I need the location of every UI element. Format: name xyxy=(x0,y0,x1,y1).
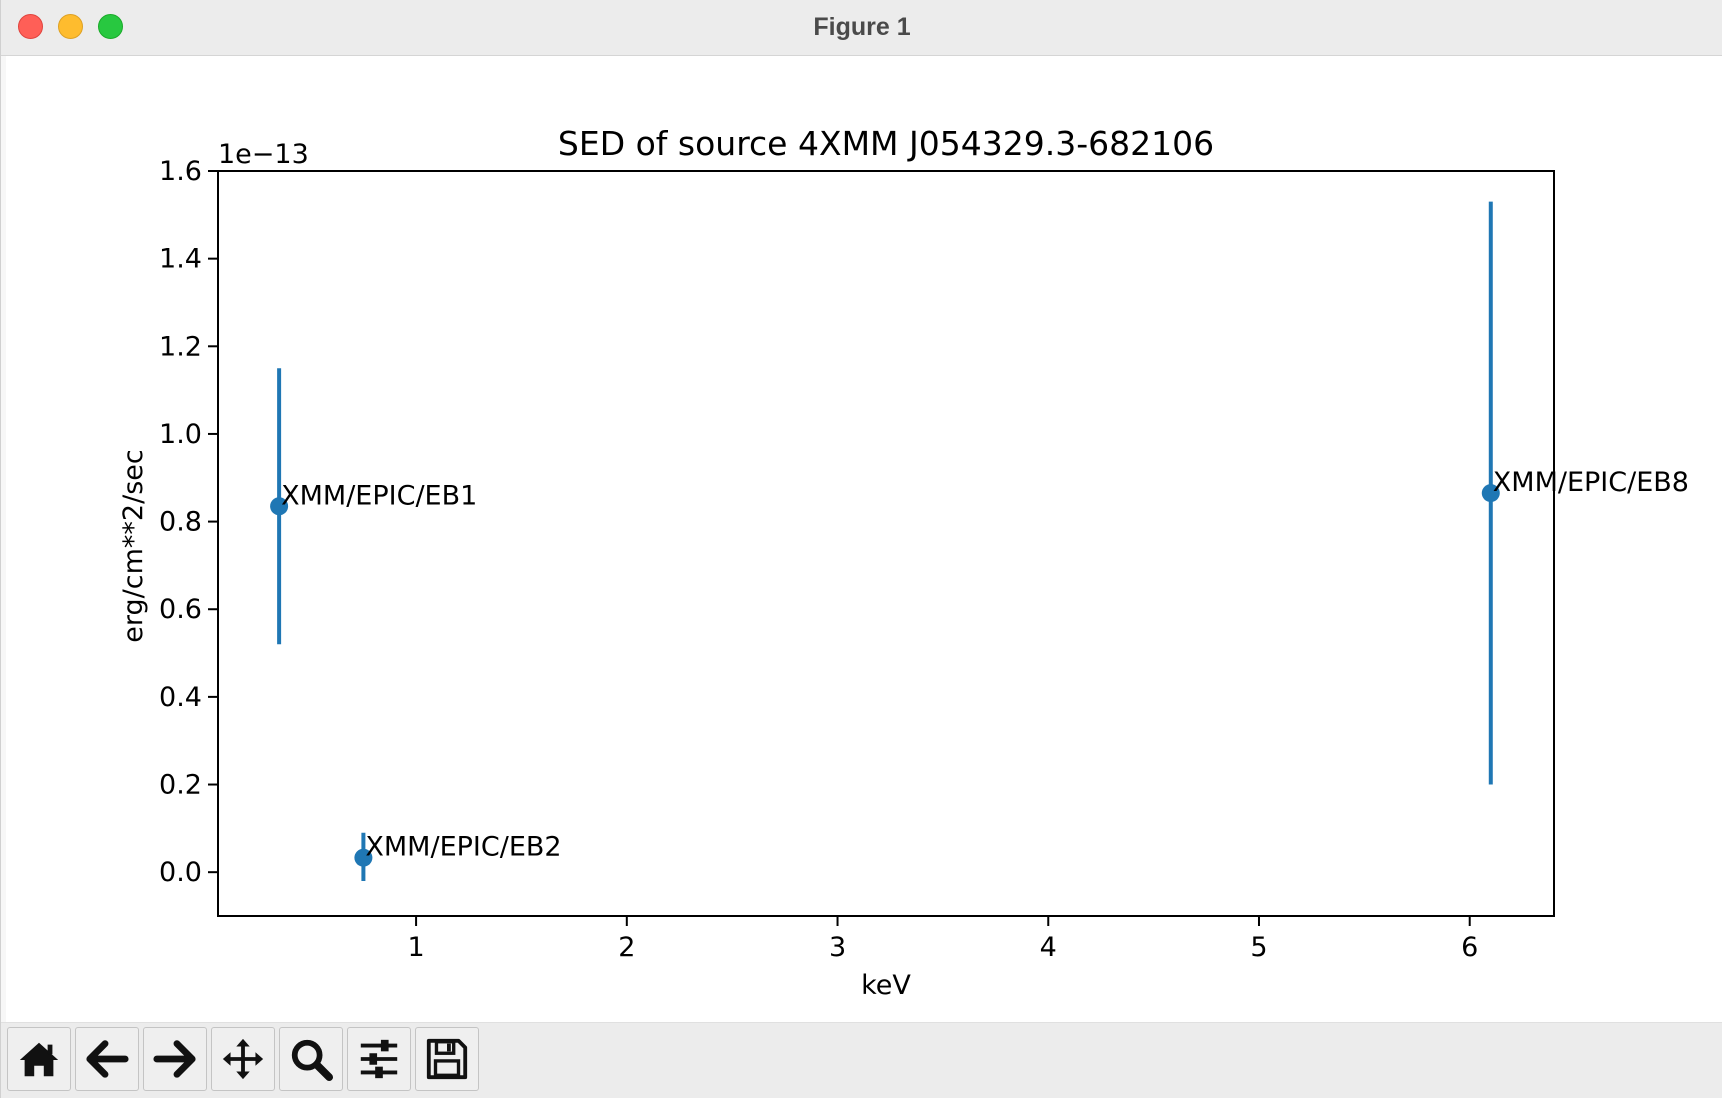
data-point xyxy=(354,848,373,867)
x-tick-label: 6 xyxy=(1461,932,1478,963)
data-point xyxy=(270,497,289,516)
home-icon xyxy=(19,1042,59,1077)
chart: SED of source 4XMM J054329.3-682106 1e−1… xyxy=(118,124,1689,1001)
floppy-disk-icon xyxy=(426,1038,468,1080)
zoom-window-button[interactable] xyxy=(98,14,123,39)
back-button[interactable] xyxy=(75,1027,139,1091)
arrow-left-icon xyxy=(86,1040,129,1078)
title-bar[interactable]: Figure 1 xyxy=(1,0,1722,56)
sliders-icon xyxy=(360,1039,398,1079)
window-title: Figure 1 xyxy=(813,13,911,41)
axes-frame xyxy=(217,170,1555,917)
point-label: XMM/EPIC/EB2 xyxy=(365,832,561,863)
point-label: XMM/EPIC/EB1 xyxy=(281,480,477,511)
data-marks: XMM/EPIC/EB1 XMM/EPIC/EB2 XMM/EPIC/EB8 xyxy=(270,201,1689,881)
y-axis-label: erg/cm**2/sec xyxy=(118,449,149,642)
x-tick-label: 2 xyxy=(618,932,635,963)
y-tick-label: 0.6 xyxy=(159,594,202,625)
x-tick-label: 5 xyxy=(1250,932,1267,963)
home-button[interactable] xyxy=(7,1027,71,1091)
y-tick-label: 0.2 xyxy=(159,770,202,801)
point-label: XMM/EPIC/EB8 xyxy=(1493,467,1689,498)
forward-button[interactable] xyxy=(143,1027,207,1091)
close-window-button[interactable] xyxy=(18,14,43,39)
y-tick-label: 1.4 xyxy=(159,244,202,275)
axis-ticks: 1 2 3 4 5 6 0.0 0.2 0.4 0.6 0.8 1.0 1.2 1.4 1.6 xyxy=(159,156,1478,963)
y-tick-label: 0.4 xyxy=(159,682,202,713)
data-point xyxy=(1481,484,1500,503)
window-edge xyxy=(1,56,6,1022)
y-tick-label: 0.0 xyxy=(159,857,202,888)
x-axis-label: keV xyxy=(861,970,911,1001)
arrow-right-icon xyxy=(153,1040,196,1078)
pan-button[interactable] xyxy=(211,1027,275,1091)
y-tick-label: 0.8 xyxy=(159,507,202,538)
figure-canvas[interactable]: SED of source 4XMM J054329.3-682106 1e−1… xyxy=(6,56,1722,1022)
configure-subplots-button[interactable] xyxy=(347,1027,411,1091)
y-tick-label: 1.6 xyxy=(159,156,202,187)
x-tick-label: 1 xyxy=(407,932,424,963)
chart-title: SED of source 4XMM J054329.3-682106 xyxy=(558,124,1214,163)
x-tick-label: 3 xyxy=(829,932,846,963)
x-tick-label: 4 xyxy=(1040,932,1057,963)
y-tick-label: 1.0 xyxy=(159,419,202,450)
move-icon xyxy=(222,1038,264,1080)
y-tick-label: 1.2 xyxy=(159,331,202,362)
magnifier-icon xyxy=(291,1039,334,1082)
zoom-button[interactable] xyxy=(279,1027,343,1091)
navigation-toolbar xyxy=(1,1022,1722,1098)
save-button[interactable] xyxy=(415,1027,479,1091)
y-offset-label: 1e−13 xyxy=(218,139,309,170)
minimize-window-button[interactable] xyxy=(58,14,83,39)
